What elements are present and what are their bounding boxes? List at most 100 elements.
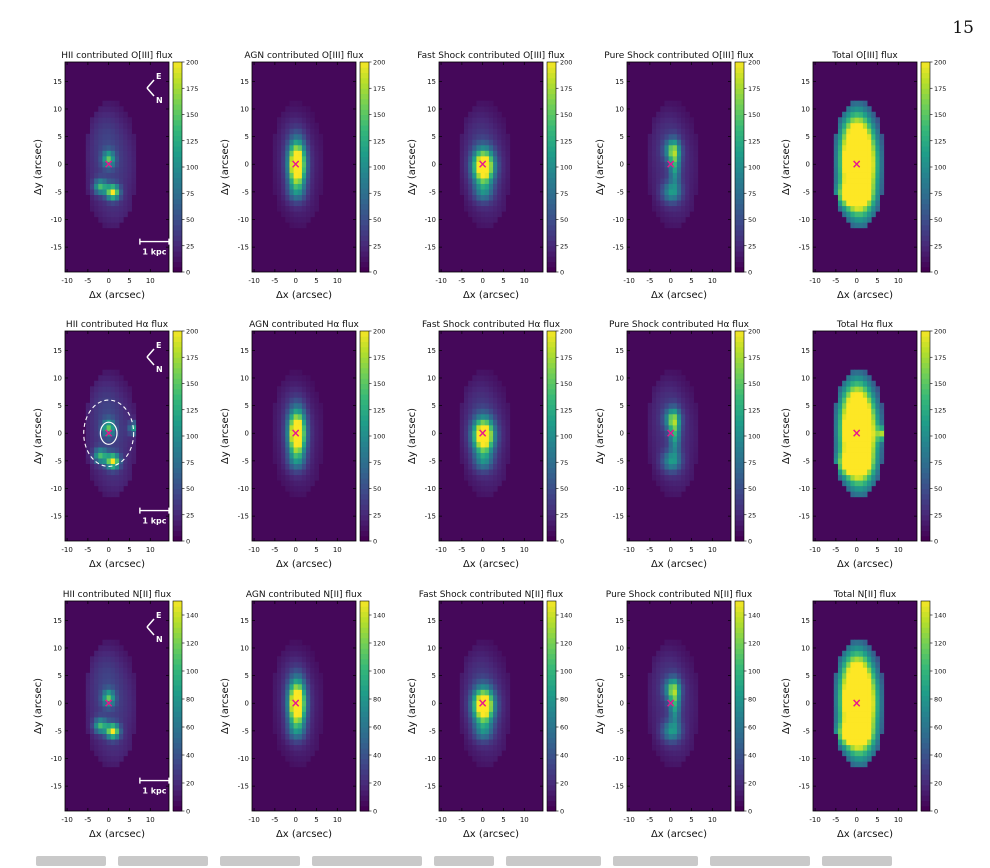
flux-pixel xyxy=(676,205,682,212)
flux-pixel xyxy=(476,700,481,707)
flux-pixel xyxy=(681,672,686,679)
colorbar-segment xyxy=(735,472,744,479)
flux-pixel xyxy=(459,172,465,179)
colorbar-segment xyxy=(921,658,930,665)
flux-pixel xyxy=(833,150,839,157)
x-tick-label: 5 xyxy=(875,546,879,554)
colorbar-segment xyxy=(921,198,930,205)
flux-pixel xyxy=(879,694,885,701)
flux-pixel xyxy=(114,150,120,157)
flux-pixel xyxy=(484,155,490,162)
y-tick-label: 15 xyxy=(240,347,249,355)
flux-pixel xyxy=(459,155,465,162)
flux-pixel xyxy=(676,211,682,218)
flux-pixel xyxy=(656,683,661,690)
map-cells xyxy=(459,639,511,768)
flux-pixel xyxy=(480,408,486,415)
flux-pixel xyxy=(660,667,665,674)
flux-pixel xyxy=(879,711,885,718)
flux-pixel xyxy=(314,183,319,190)
flux-pixel xyxy=(685,739,690,746)
colorbar-segment xyxy=(921,130,930,136)
flux-pixel xyxy=(488,122,494,129)
flux-pixel xyxy=(476,761,481,768)
flux-pixel xyxy=(676,706,682,712)
colorbar-segment xyxy=(173,383,182,390)
flux-pixel xyxy=(867,447,872,453)
colorbar-segment xyxy=(360,357,369,363)
flux-pixel xyxy=(476,744,481,751)
flux-pixel xyxy=(301,122,307,129)
flux-pixel xyxy=(862,733,868,740)
flux-pixel xyxy=(862,150,868,157)
flux-pixel xyxy=(131,717,137,723)
flux-pixel xyxy=(127,150,132,157)
colorbar-tick-label: 0 xyxy=(934,808,938,816)
flux-pixel xyxy=(493,408,498,415)
flux-pixel xyxy=(858,711,864,718)
colorbar-segment xyxy=(735,622,744,628)
flux-pixel xyxy=(106,369,112,376)
flux-pixel xyxy=(289,183,294,190)
flux-pixel xyxy=(681,739,686,746)
flux-pixel xyxy=(114,408,120,415)
flux-pixel xyxy=(463,744,469,751)
flux-pixel xyxy=(276,413,282,420)
flux-pixel xyxy=(301,755,307,762)
flux-pixel xyxy=(289,689,294,696)
map-cells xyxy=(272,369,324,498)
colorbar-segment xyxy=(173,679,182,686)
colorbar-segment xyxy=(921,172,930,178)
flux-pixel xyxy=(854,117,860,124)
flux-pixel xyxy=(89,139,95,146)
colorbar-tick-label: 150 xyxy=(373,380,385,388)
flux-pixel xyxy=(293,128,299,135)
flux-pixel xyxy=(858,402,864,409)
flux-pixel xyxy=(463,122,469,129)
colorbar-tick-label: 100 xyxy=(186,668,198,676)
flux-pixel xyxy=(879,139,885,146)
flux-pixel xyxy=(676,700,682,707)
colorbar-segment xyxy=(173,800,182,807)
flux-pixel xyxy=(314,189,319,196)
flux-pixel xyxy=(106,436,112,442)
flux-pixel xyxy=(484,144,490,151)
flux-pixel xyxy=(493,436,498,442)
flux-pixel xyxy=(318,700,324,707)
flux-pixel xyxy=(119,189,124,196)
flux-pixel xyxy=(127,183,132,190)
flux-pixel xyxy=(468,750,473,757)
flux-pixel xyxy=(127,200,132,207)
flux-pixel xyxy=(484,397,490,404)
colorbar-segment xyxy=(921,790,930,796)
flux-pixel xyxy=(89,436,95,442)
colorbar-segment xyxy=(173,114,182,121)
flux-pixel xyxy=(493,122,498,129)
colorbar-segment xyxy=(360,488,369,495)
flux-pixel xyxy=(272,706,278,712)
flux-pixel xyxy=(476,430,481,437)
flux-pixel xyxy=(858,111,864,118)
flux-pixel xyxy=(875,452,880,459)
flux-pixel xyxy=(493,656,498,663)
compass-north-label: N xyxy=(156,635,163,644)
flux-pixel xyxy=(854,661,860,668)
flux-pixel xyxy=(501,167,506,173)
flux-pixel xyxy=(681,397,686,404)
x-tick-label: 0 xyxy=(854,277,858,285)
flux-pixel xyxy=(484,436,490,442)
flux-pixel xyxy=(862,436,868,442)
flux-pixel xyxy=(501,733,506,740)
flux-pixel xyxy=(689,672,694,679)
panel-title: AGN contributed O[III] flux xyxy=(244,51,364,61)
flux-pixel xyxy=(301,419,307,426)
x-tick-label: 5 xyxy=(314,816,318,824)
flux-pixel xyxy=(106,155,112,162)
y-tick-label: -15 xyxy=(51,244,62,252)
scale-bar-label: 1 kpc xyxy=(142,787,166,796)
flux-pixel xyxy=(656,728,661,735)
flux-pixel xyxy=(837,447,843,453)
colorbar-tick-label: 75 xyxy=(560,459,568,467)
colorbar-segment xyxy=(547,156,556,163)
